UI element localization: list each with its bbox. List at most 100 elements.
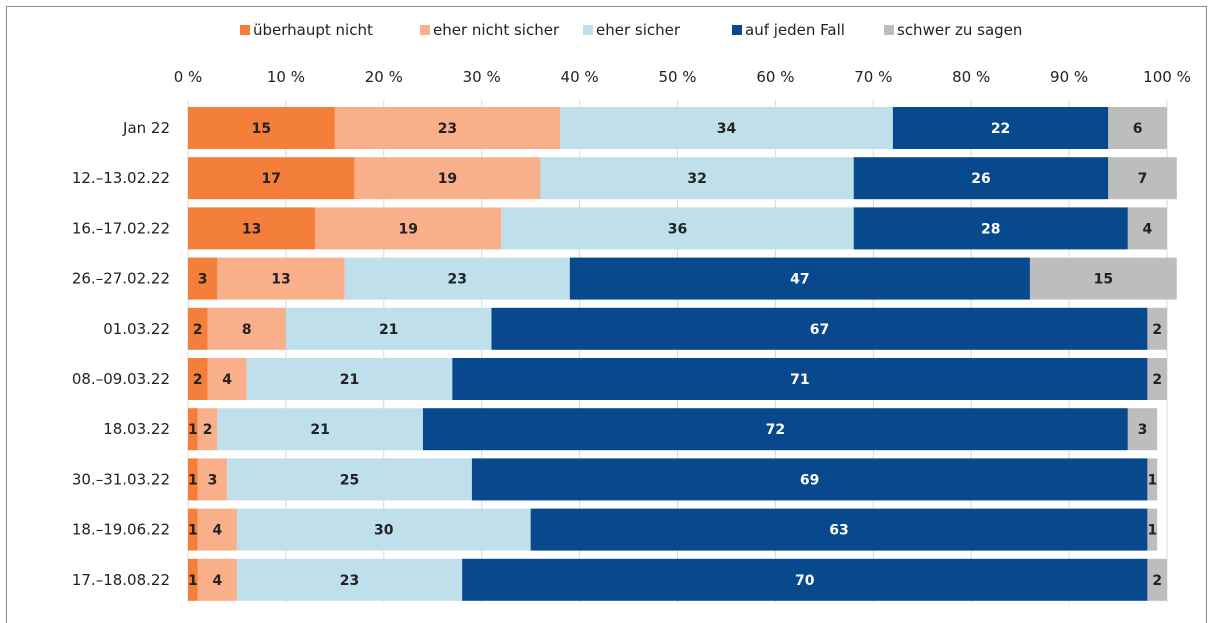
bar-segment [1127,408,1158,451]
bar-segment [422,408,1128,451]
bar-value-label: 47 [790,272,809,288]
legend-swatch [732,25,742,35]
bar-value-label: 6 [1133,121,1143,137]
category-label: 08.–09.03.22 [72,370,170,388]
bar-segment [491,307,1148,350]
bar-segment [188,358,208,400]
bar-value-label: 28 [981,221,1000,237]
bar-segment [1147,558,1167,601]
bar-segment [471,458,1148,501]
bar-segment [462,558,1148,601]
bar-segment [285,307,492,350]
x-tick-label: 50 % [658,68,696,86]
bar-segment [530,508,1148,551]
bar-segment [217,257,345,300]
y-axis-categories: Jan 22 12.–13.02.22 16.–17.02.22 26.–27.02.… [72,119,170,589]
bar-value-label: 2 [1152,322,1162,338]
legend-swatch [240,25,250,35]
bar-segment [1147,358,1167,400]
bar-segment [452,358,1148,400]
bar-value-label: 21 [379,322,398,338]
bar-value-label: 23 [447,272,466,288]
bar-value-label: 70 [795,573,815,589]
bar-value-label: 7 [1138,171,1148,187]
bar-value-label: 21 [340,372,359,388]
bar-segment [1147,508,1158,551]
legend-label: eher sicher [596,21,681,39]
bar-segment [540,157,854,200]
bar-value-label: 21 [310,422,329,438]
bar-segment [315,207,502,250]
bar-segment [197,558,237,601]
bar-segment [197,508,237,551]
bar-value-label: 4 [212,523,222,539]
bar-value-label: 69 [800,472,819,488]
x-tick-label: 90 % [1050,68,1088,86]
bar-value-label: 71 [790,372,809,388]
bar-segment [1147,458,1158,501]
bar-segment [217,408,423,451]
bar-value-label: 1 [1147,472,1157,488]
category-label: 01.03.22 [103,320,170,338]
bar-value-label: 4 [1143,221,1153,237]
bar-value-label: 2 [193,322,203,338]
category-label: 12.–13.02.22 [72,169,170,187]
legend-label: eher nicht sicher [433,21,560,39]
bar-segment [188,257,218,300]
bar-segment [188,207,316,250]
bar-segment [501,207,854,250]
bar-value-label: 1 [188,422,198,438]
bar-segment [236,508,531,551]
bar-segment [334,107,561,149]
bar-value-label: 25 [340,472,359,488]
bar-segment [188,558,198,601]
bar-value-label: 4 [212,573,222,589]
bar-segment [236,558,463,601]
x-tick-label: 40 % [561,68,599,86]
bar-value-label: 23 [340,573,359,589]
legend-swatch [420,25,430,35]
category-label: 17.–18.08.22 [72,571,170,589]
bar-segment [853,207,1128,250]
bar-value-label: 22 [991,121,1010,137]
category-label: 18.03.22 [103,420,170,438]
x-tick-label: 10 % [267,68,305,86]
bar-value-label: 4 [222,372,232,388]
bar-value-label: 23 [438,121,457,137]
bar-value-label: 26 [971,171,990,187]
bar-value-label: 15 [1094,272,1113,288]
bar-value-label: 32 [687,171,706,187]
bar-value-label: 1 [188,523,198,539]
bar-value-label: 72 [766,422,785,438]
bar-value-label: 1 [1147,523,1157,539]
bar-value-label: 63 [829,523,848,539]
x-tick-label: 60 % [756,68,794,86]
x-tick-label: 20 % [365,68,403,86]
bar-value-label: 19 [399,221,418,237]
bar-value-label: 2 [1152,372,1162,388]
bar-value-label: 3 [208,472,218,488]
bar-value-label: 15 [252,121,271,137]
bar-value-label: 1 [188,573,198,589]
x-tick-label: 80 % [952,68,990,86]
bar-value-label: 2 [193,372,203,388]
bar-value-label: 3 [198,272,208,288]
bar-segment [1127,207,1167,250]
bar-segment [207,307,286,350]
bar-value-label: 30 [374,523,394,539]
category-label: Jan 22 [122,119,170,137]
bar-segment [207,358,247,400]
bar-value-label: 36 [668,221,687,237]
bar-segment [188,107,335,149]
x-tick-label: 70 % [854,68,892,86]
bar-segment [354,157,541,200]
bar-segment [1108,157,1177,200]
bar-segment [188,458,198,501]
x-tick-label: 0 % [174,68,203,86]
legend: überhaupt nicht eher nicht sicher eher sic… [240,21,1022,39]
bar-value-label: 2 [1152,573,1162,589]
legend-label: überhaupt nicht [253,21,373,39]
category-label: 18.–19.06.22 [72,521,170,539]
category-label: 30.–31.03.22 [72,470,170,488]
bar-segment [892,107,1109,149]
